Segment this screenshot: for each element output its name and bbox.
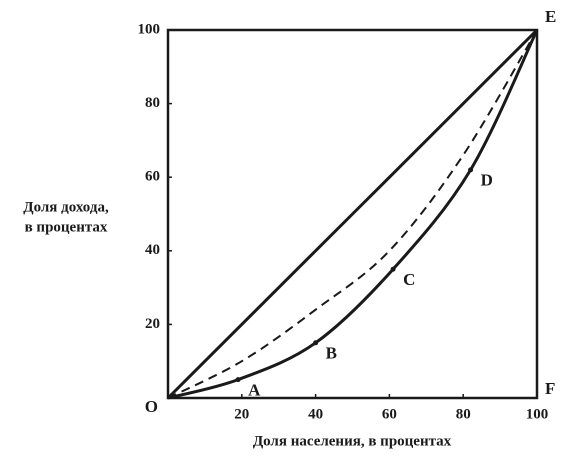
x-tick-label: 100: [526, 406, 549, 422]
point-label: B: [326, 344, 337, 363]
point-label: F: [545, 379, 555, 398]
y-tick-label: 60: [145, 169, 160, 185]
curve-point: [468, 167, 474, 173]
x-tick-label: 40: [308, 406, 323, 422]
x-tick-label: 20: [234, 406, 249, 422]
curve-point: [390, 266, 396, 272]
y-tick-label: 40: [145, 242, 160, 258]
y-axis-label: Доля дохода,: [23, 199, 109, 215]
y-tick-label: 80: [145, 95, 160, 111]
line: [166, 28, 539, 400]
point-label: C: [403, 270, 415, 289]
point-label: A: [248, 381, 261, 400]
x-tick-label: 60: [382, 406, 397, 422]
x-tick-label: 80: [456, 406, 471, 422]
point-label: D: [481, 171, 493, 190]
y-tick-label: 20: [145, 316, 160, 332]
point-label: O: [145, 397, 158, 416]
point-label: E: [545, 7, 556, 26]
curve-point: [235, 377, 241, 383]
y-tick-label: 100: [138, 21, 161, 37]
x-axis-label: Доля населения, в процентах: [253, 433, 452, 449]
y-axis-label: в процентах: [25, 219, 108, 235]
line: [167, 29, 538, 399]
plot-frame: [166, 28, 539, 400]
curve-point: [313, 340, 319, 346]
